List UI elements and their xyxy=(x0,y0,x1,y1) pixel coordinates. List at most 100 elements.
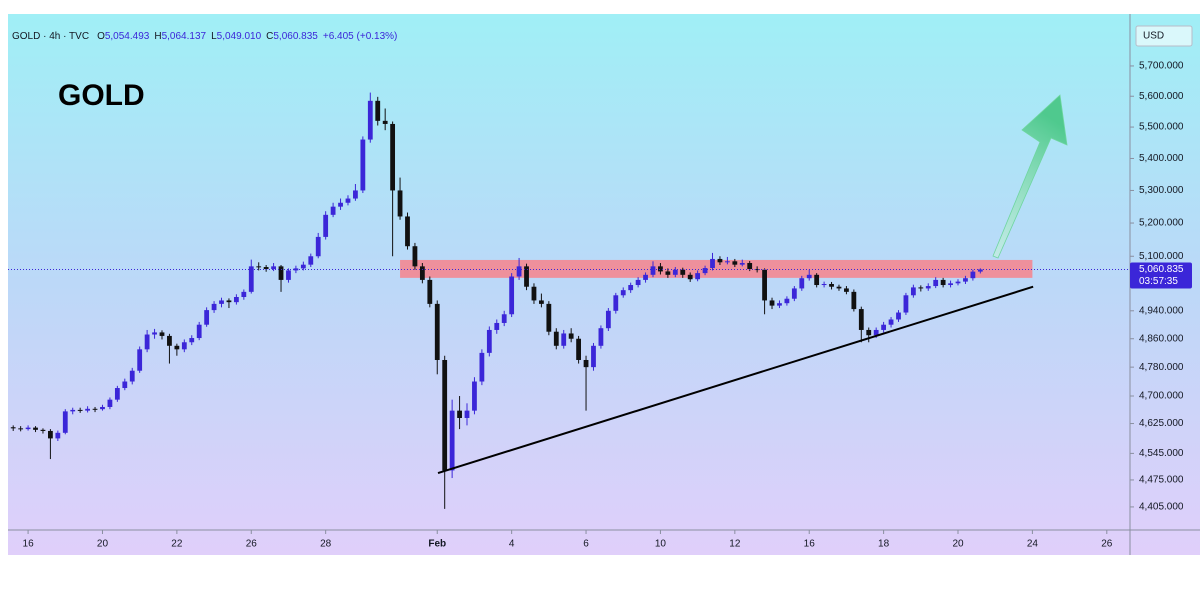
x-tick-label: 26 xyxy=(246,539,258,550)
y-tick-label: 5,200.000 xyxy=(1139,218,1184,229)
candle-body xyxy=(903,295,909,313)
candle-body xyxy=(844,288,849,292)
candle-body xyxy=(784,298,790,304)
candle-body xyxy=(226,300,232,303)
x-tick-label: 12 xyxy=(729,539,741,550)
candle-body xyxy=(896,312,901,320)
candle-body xyxy=(866,329,872,336)
candle-body xyxy=(427,279,433,304)
last-price-tag xyxy=(1130,262,1192,289)
up-arrow xyxy=(992,94,1068,259)
candle-body xyxy=(85,408,91,411)
candle-body xyxy=(323,214,329,237)
candle-body xyxy=(353,190,358,199)
candle-body xyxy=(375,100,381,121)
candle-body xyxy=(821,283,827,286)
candle-body xyxy=(925,286,931,289)
legend-label: L xyxy=(211,31,217,42)
candle-body xyxy=(338,202,343,207)
legend-value: 5,064.137 xyxy=(162,31,207,42)
candle-body xyxy=(665,271,671,275)
x-tick-label: 26 xyxy=(1101,539,1113,550)
candle-body xyxy=(546,303,552,332)
x-tick-label: Feb xyxy=(428,539,446,550)
candle-body xyxy=(33,427,38,430)
chart-background xyxy=(8,14,1200,555)
candle-body xyxy=(806,274,812,279)
candle-body xyxy=(360,139,366,191)
candle-body xyxy=(635,279,641,286)
candle-body xyxy=(114,388,120,400)
ohlc-legend: GOLD · 4h · TVC O5,054.493 H5,064.137 L5,04… xyxy=(12,31,397,42)
candle-body xyxy=(702,268,708,274)
candle-body xyxy=(680,269,686,275)
candle-body xyxy=(144,334,150,350)
candle-body xyxy=(189,338,195,343)
candle-body xyxy=(717,258,723,263)
legend-label: O xyxy=(97,31,105,42)
candle-body xyxy=(211,303,217,311)
candle-body xyxy=(10,427,16,429)
candle-body xyxy=(933,279,939,287)
y-tick-label: 5,500.000 xyxy=(1139,122,1184,133)
resistance-zone xyxy=(400,259,1033,278)
candle-body xyxy=(256,266,262,268)
legend-value: 5,049.010 xyxy=(217,31,262,42)
candle-body xyxy=(233,297,239,303)
candle-body xyxy=(754,269,760,271)
candle-body xyxy=(300,264,306,269)
x-tick-label: 20 xyxy=(952,539,964,550)
candle-body xyxy=(516,266,522,277)
candle-body xyxy=(77,409,83,411)
y-tick-label: 4,700.000 xyxy=(1139,391,1184,402)
candle-body xyxy=(278,266,284,280)
x-tick-label: 20 xyxy=(97,539,109,550)
y-tick-label: 4,940.000 xyxy=(1139,305,1184,316)
candle-body xyxy=(955,281,961,284)
y-tick-label: 5,400.000 xyxy=(1139,153,1184,164)
x-tick-label: 6 xyxy=(583,539,589,550)
y-tick-label: 4,545.000 xyxy=(1139,448,1184,459)
x-tick-label: 10 xyxy=(655,539,667,550)
candle-body xyxy=(873,329,879,336)
plot-area xyxy=(10,92,1034,509)
candle-body xyxy=(457,410,462,418)
chart-title: GOLD xyxy=(58,79,145,112)
candle-body xyxy=(390,123,396,191)
candle-body xyxy=(628,285,634,291)
candle-body xyxy=(70,409,76,412)
candle-body xyxy=(620,290,626,296)
candle-body xyxy=(948,283,953,286)
candle-body xyxy=(293,268,299,271)
candle-body xyxy=(553,331,559,346)
legend-label: H xyxy=(154,31,161,42)
y-tick-label: 5,600.000 xyxy=(1139,91,1184,102)
candle-body xyxy=(643,274,648,280)
candle-body xyxy=(658,266,663,272)
candle-body xyxy=(100,406,105,410)
candle-body xyxy=(598,328,604,346)
candle-body xyxy=(464,410,470,418)
candle-body xyxy=(382,120,388,124)
candle-body xyxy=(836,286,842,289)
candle-body xyxy=(747,262,753,270)
candle-body xyxy=(18,428,24,430)
candle-body xyxy=(25,427,31,430)
candle-body xyxy=(48,430,53,439)
legend-value: 5,060.835 xyxy=(273,31,318,42)
candle-body xyxy=(159,332,165,336)
last-price-label: 5,060.835 xyxy=(1139,264,1184,275)
candle-body xyxy=(196,324,202,339)
x-tick-label: 28 xyxy=(320,539,332,550)
candle-body xyxy=(576,338,582,360)
candle-body xyxy=(345,198,351,203)
candle-body xyxy=(405,216,410,247)
candle-body xyxy=(271,266,276,270)
x-tick-label: 22 xyxy=(171,539,183,550)
candle-body xyxy=(583,359,589,368)
candle-body xyxy=(486,329,492,353)
candle-body xyxy=(129,370,135,382)
candle-body xyxy=(613,295,619,311)
